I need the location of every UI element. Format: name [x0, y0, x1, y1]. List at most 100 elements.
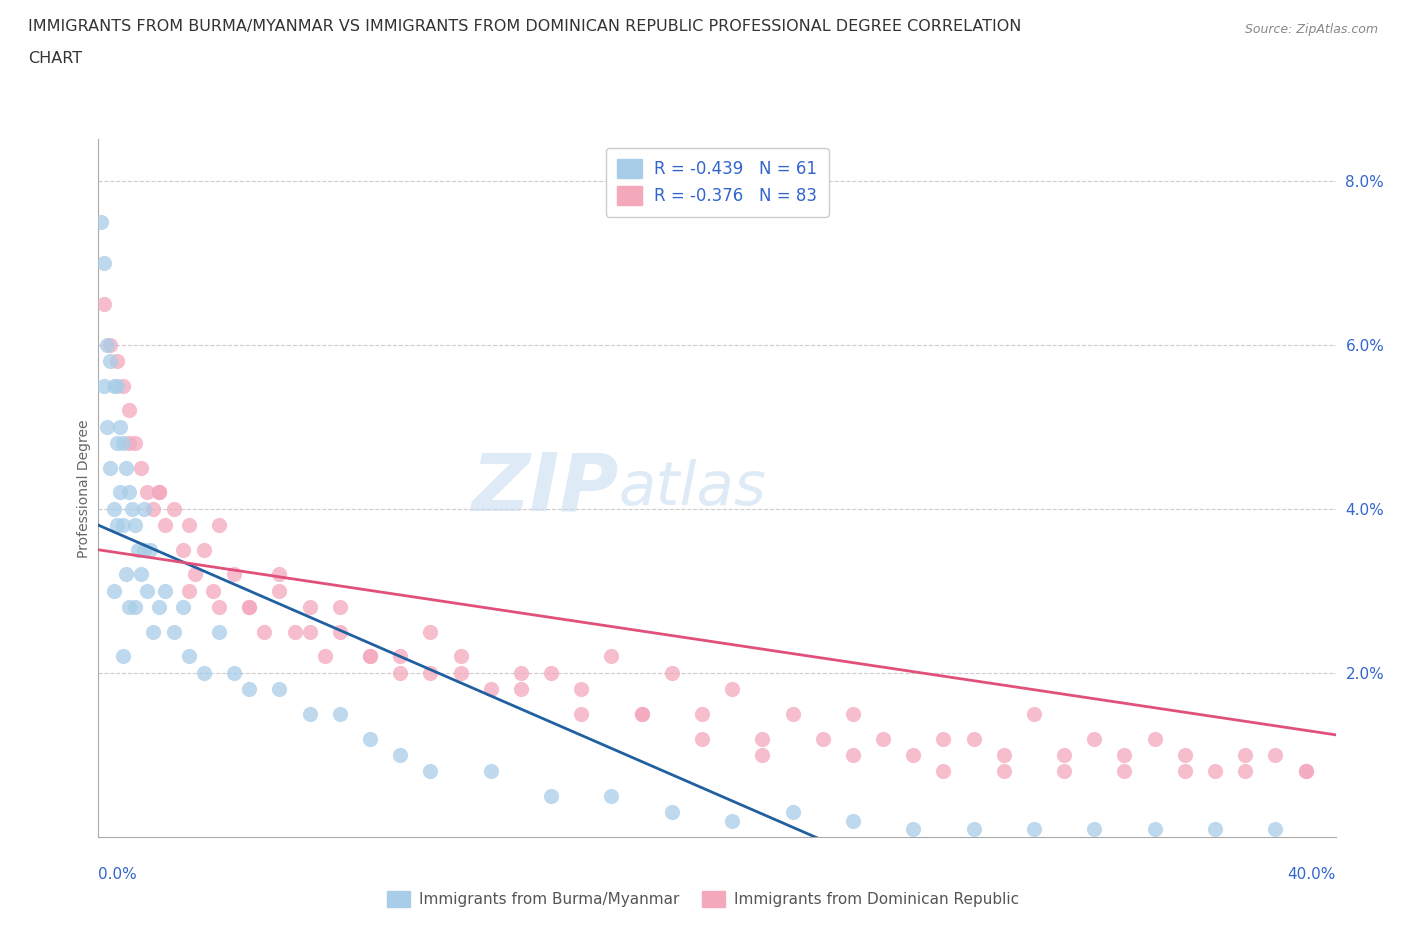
Point	[329, 707, 352, 722]
Point	[148, 485, 170, 499]
Point	[121, 501, 143, 516]
Text: CHART: CHART	[28, 51, 82, 66]
Point	[177, 649, 200, 664]
Point	[993, 748, 1015, 763]
Point	[751, 731, 773, 746]
Point	[782, 707, 804, 722]
Point	[103, 379, 125, 393]
Point	[661, 805, 683, 820]
Point	[172, 542, 194, 557]
Point	[117, 485, 139, 499]
Point	[269, 567, 291, 582]
Point	[389, 649, 412, 664]
Point	[132, 542, 155, 557]
Point	[117, 435, 139, 450]
Point	[314, 649, 336, 664]
Text: ZIP: ZIP	[471, 449, 619, 527]
Text: Source: ZipAtlas.com: Source: ZipAtlas.com	[1244, 23, 1378, 36]
Y-axis label: Professional Degree: Professional Degree	[77, 419, 91, 557]
Point	[208, 600, 231, 615]
Point	[111, 379, 134, 393]
Point	[540, 666, 562, 681]
Point	[124, 435, 146, 450]
Point	[105, 435, 128, 450]
Point	[569, 682, 592, 697]
Point	[298, 600, 321, 615]
Point	[114, 567, 136, 582]
Point	[1234, 764, 1257, 778]
Point	[721, 813, 744, 828]
Point	[479, 764, 502, 778]
Point	[1264, 748, 1286, 763]
Point	[1083, 821, 1105, 836]
Point	[1143, 731, 1166, 746]
Text: 40.0%: 40.0%	[1288, 867, 1336, 882]
Point	[269, 583, 291, 598]
Point	[93, 379, 115, 393]
Point	[1053, 764, 1076, 778]
Point	[135, 485, 157, 499]
Point	[208, 518, 231, 533]
Point	[419, 666, 441, 681]
Point	[93, 296, 115, 311]
Point	[993, 764, 1015, 778]
Point	[1143, 821, 1166, 836]
Point	[132, 501, 155, 516]
Point	[872, 731, 894, 746]
Point	[1114, 748, 1136, 763]
Point	[114, 460, 136, 475]
Point	[932, 764, 955, 778]
Point	[253, 624, 276, 639]
Point	[1022, 821, 1045, 836]
Point	[124, 600, 146, 615]
Point	[105, 518, 128, 533]
Point	[811, 731, 834, 746]
Point	[184, 567, 207, 582]
Point	[138, 542, 160, 557]
Point	[111, 435, 134, 450]
Point	[1083, 731, 1105, 746]
Point	[389, 666, 412, 681]
Point	[329, 600, 352, 615]
Point	[124, 518, 146, 533]
Point	[1174, 748, 1197, 763]
Point	[842, 748, 865, 763]
Point	[269, 682, 291, 697]
Point	[509, 666, 531, 681]
Point	[1295, 764, 1317, 778]
Text: 0.0%: 0.0%	[98, 867, 138, 882]
Point	[600, 789, 623, 804]
Point	[93, 255, 115, 270]
Point	[148, 600, 170, 615]
Point	[903, 748, 925, 763]
Legend: R = -0.439   N = 61, R = -0.376   N = 83: R = -0.439 N = 61, R = -0.376 N = 83	[606, 148, 828, 217]
Point	[177, 583, 200, 598]
Point	[600, 649, 623, 664]
Point	[298, 707, 321, 722]
Point	[509, 682, 531, 697]
Point	[111, 518, 134, 533]
Point	[690, 731, 713, 746]
Point	[103, 583, 125, 598]
Point	[932, 731, 955, 746]
Point	[479, 682, 502, 697]
Point	[450, 649, 472, 664]
Point	[238, 600, 260, 615]
Point	[100, 353, 122, 368]
Point	[1234, 748, 1257, 763]
Point	[163, 624, 186, 639]
Point	[1174, 764, 1197, 778]
Point	[117, 403, 139, 418]
Point	[359, 649, 381, 664]
Point	[127, 542, 149, 557]
Point	[630, 707, 652, 722]
Point	[100, 338, 122, 352]
Point	[148, 485, 170, 499]
Point	[1053, 748, 1076, 763]
Point	[630, 707, 652, 722]
Point	[163, 501, 186, 516]
Point	[450, 666, 472, 681]
Point	[108, 485, 131, 499]
Point	[1264, 821, 1286, 836]
Point	[842, 813, 865, 828]
